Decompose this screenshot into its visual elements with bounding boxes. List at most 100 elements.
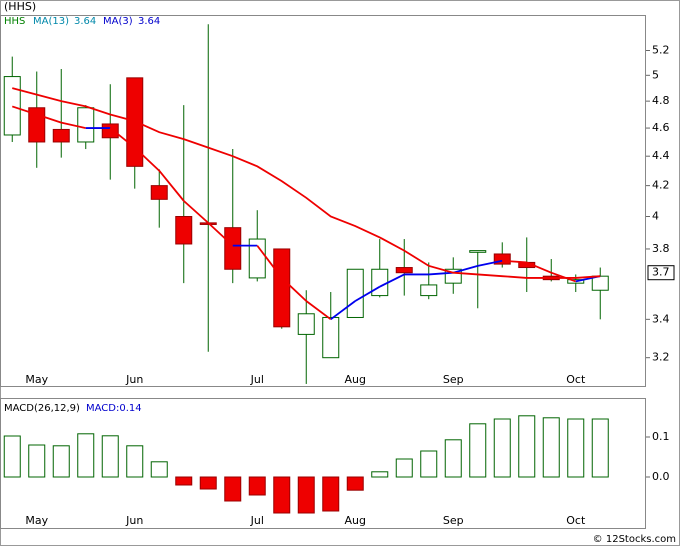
macd-bar bbox=[493, 418, 511, 478]
ma-segment bbox=[183, 200, 209, 224]
macd-bar bbox=[3, 435, 21, 478]
x-tick-label: Aug bbox=[345, 514, 366, 527]
macd-bar bbox=[371, 471, 389, 478]
x-tick-label: May bbox=[25, 514, 48, 527]
macd-bar bbox=[322, 476, 340, 512]
macd-bar bbox=[248, 476, 266, 496]
y-tick-label: 4.6 bbox=[652, 121, 670, 134]
y-tick-label: 4.8 bbox=[652, 94, 670, 107]
candle-body bbox=[322, 316, 340, 359]
y-tick-label: 3.4 bbox=[652, 312, 670, 325]
macd-bar bbox=[420, 450, 438, 478]
ma-segment bbox=[379, 273, 405, 288]
y-tick-label: 5.2 bbox=[652, 43, 670, 56]
y-tick-label: 3.8 bbox=[652, 242, 670, 255]
ma-segment bbox=[330, 300, 356, 321]
legend-symbol: HHS bbox=[4, 16, 25, 27]
macd-bar bbox=[28, 444, 46, 478]
ma-segment bbox=[428, 271, 454, 276]
candle-body bbox=[395, 267, 413, 274]
ma-segment bbox=[207, 222, 234, 247]
candle-body bbox=[101, 123, 119, 139]
ma-segment bbox=[61, 121, 86, 129]
legend-ma3: MA(3) bbox=[103, 16, 133, 27]
ma-segment bbox=[36, 113, 62, 124]
candle-body bbox=[77, 107, 95, 143]
macd-bar bbox=[101, 435, 119, 478]
ma-segment bbox=[477, 259, 503, 267]
candle-body bbox=[371, 268, 389, 297]
candle-body bbox=[224, 227, 242, 270]
ma-segment bbox=[526, 261, 552, 274]
credit: © 12Stocks.com bbox=[593, 534, 676, 545]
ma-segment bbox=[305, 300, 332, 321]
macd-bar bbox=[126, 445, 144, 478]
y-tick-label: 3.2 bbox=[652, 351, 670, 364]
y-tick-label: 0.1 bbox=[652, 430, 670, 443]
x-tick-label: Jun bbox=[125, 373, 143, 386]
candle-body bbox=[346, 268, 364, 318]
macd-bar bbox=[52, 445, 70, 478]
y-tick-label: 4 bbox=[652, 210, 659, 223]
ma-segment bbox=[453, 264, 478, 274]
y-tick-label: 4.2 bbox=[652, 179, 670, 192]
ma-segment bbox=[109, 127, 136, 149]
macd-bar bbox=[346, 476, 364, 491]
x-tick-label: Oct bbox=[566, 373, 586, 386]
macd-bar bbox=[175, 476, 193, 486]
ma-segment bbox=[281, 277, 307, 302]
macd-bar bbox=[199, 476, 217, 490]
candle-body bbox=[150, 185, 168, 200]
x-tick-label: Jul bbox=[250, 373, 264, 386]
x-tick-label: May bbox=[25, 373, 48, 386]
candle-body bbox=[567, 279, 585, 284]
candle-body bbox=[175, 216, 193, 245]
macd-bar bbox=[273, 476, 291, 514]
x-tick-label: Aug bbox=[345, 373, 366, 386]
legend-ma13: MA(13) bbox=[33, 16, 69, 27]
legend-ma3-value: 3.64 bbox=[138, 16, 160, 27]
x-tick-label: Sep bbox=[443, 514, 464, 527]
ma-segment bbox=[502, 259, 527, 264]
candle-body bbox=[493, 253, 511, 265]
ma-segment bbox=[11, 105, 38, 116]
candle-body bbox=[3, 76, 21, 136]
macd-bar bbox=[224, 476, 242, 502]
legend-ma13-value: 3.64 bbox=[74, 16, 96, 27]
x-tick-label: Oct bbox=[566, 514, 586, 527]
macd-title: MACD(26,12,9) bbox=[4, 403, 80, 414]
macd-bar bbox=[77, 433, 95, 478]
macd-bar bbox=[542, 417, 560, 478]
ma-segment bbox=[134, 146, 160, 172]
last-price-box bbox=[647, 265, 675, 281]
candle-body bbox=[297, 313, 315, 335]
ma-segment bbox=[256, 245, 283, 279]
x-tick-label: Sep bbox=[443, 373, 464, 386]
macd-bar bbox=[395, 458, 413, 478]
price-panel bbox=[0, 15, 646, 387]
y-tick-label: 5 bbox=[652, 68, 659, 81]
candle-body bbox=[420, 284, 438, 297]
macd-bar bbox=[567, 418, 585, 478]
candle-body bbox=[248, 238, 266, 279]
chart-title: (HHS) bbox=[4, 0, 36, 13]
y-tick-label: 4.4 bbox=[652, 149, 670, 162]
x-tick-label: Jun bbox=[125, 514, 143, 527]
macd-bar bbox=[518, 415, 536, 478]
macd-bar bbox=[469, 423, 487, 478]
candle-body bbox=[469, 250, 487, 253]
macd-bar bbox=[150, 461, 168, 478]
candle-body bbox=[52, 128, 70, 143]
y-tick-label: 0.0 bbox=[652, 470, 670, 483]
x-tick-label: Jul bbox=[250, 514, 264, 527]
macd-bar bbox=[297, 476, 315, 514]
ma-line bbox=[12, 87, 601, 279]
last-price-label: 3.7 bbox=[652, 266, 670, 279]
macd-bar bbox=[444, 439, 462, 478]
macd-panel bbox=[0, 398, 646, 529]
macd-bar bbox=[591, 418, 609, 478]
candle-body bbox=[273, 248, 291, 328]
ma-segment bbox=[158, 170, 185, 202]
ma-segment bbox=[354, 285, 381, 302]
